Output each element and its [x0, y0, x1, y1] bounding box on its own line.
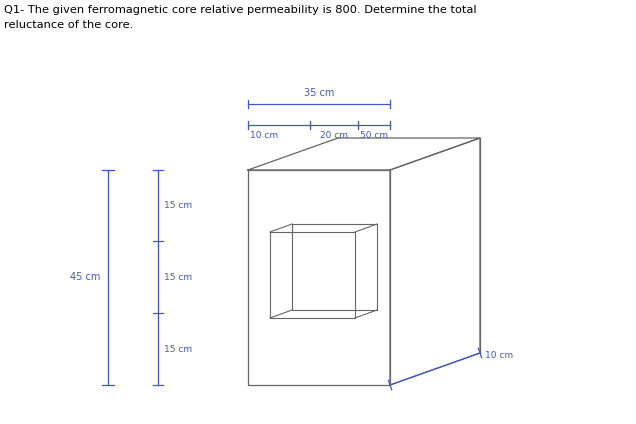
Text: Q1- The given ferromagnetic core relative permeability is 800. Determine the tot: Q1- The given ferromagnetic core relativ…: [4, 5, 476, 15]
Text: 10 cm: 10 cm: [250, 131, 278, 140]
Text: 15 cm: 15 cm: [164, 344, 192, 354]
Text: 15 cm: 15 cm: [164, 273, 192, 282]
Text: reluctance of the core.: reluctance of the core.: [4, 20, 134, 30]
Text: 45 cm: 45 cm: [69, 273, 100, 282]
Text: 50 cm: 50 cm: [360, 131, 388, 140]
Text: 10 cm: 10 cm: [485, 351, 513, 360]
Text: 35 cm: 35 cm: [304, 88, 334, 98]
Text: 20 cm: 20 cm: [320, 131, 348, 140]
Text: 15 cm: 15 cm: [164, 201, 192, 210]
